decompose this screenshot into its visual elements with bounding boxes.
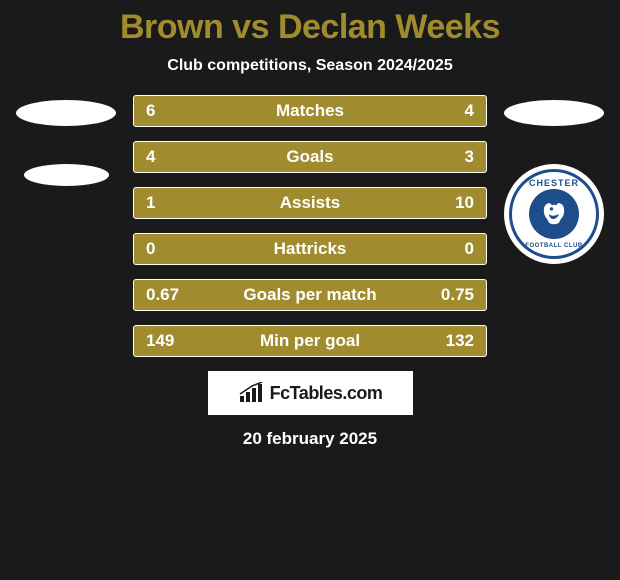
footer-date: 20 february 2025: [0, 429, 620, 449]
stat-label: Min per goal: [206, 331, 414, 351]
chart-icon: [238, 382, 266, 404]
stat-right-value: 132: [414, 331, 474, 351]
right-club-badge: CHESTER FOOTBALL CLUB: [504, 164, 604, 264]
branding-text: FcTables.com: [270, 383, 383, 404]
stat-right-value: 4: [414, 101, 474, 121]
stat-label: Goals: [206, 147, 414, 167]
stat-right-value: 3: [414, 147, 474, 167]
club-badge-inner: CHESTER FOOTBALL CLUB: [509, 169, 599, 259]
page-subtitle: Club competitions, Season 2024/2025: [0, 57, 620, 75]
stat-left-value: 0: [146, 239, 206, 259]
stat-right-value: 10: [414, 193, 474, 213]
left-player-photo-placeholder: [16, 100, 116, 126]
left-club-logo-placeholder: [24, 164, 109, 186]
stat-left-value: 149: [146, 331, 206, 351]
right-player-photo-placeholder: [504, 100, 604, 126]
club-name-bottom: FOOTBALL CLUB: [525, 243, 582, 249]
stat-label: Assists: [206, 193, 414, 213]
branding-box: FcTables.com: [208, 371, 413, 415]
stat-label: Hattricks: [206, 239, 414, 259]
stat-row-hattricks: 0 Hattricks 0: [133, 233, 487, 265]
club-emblem-circle: [529, 189, 579, 239]
stat-left-value: 1: [146, 193, 206, 213]
stat-label: Goals per match: [206, 285, 414, 305]
page-title: Brown vs Declan Weeks: [0, 8, 620, 47]
stat-row-goals: 4 Goals 3: [133, 141, 487, 173]
stat-left-value: 4: [146, 147, 206, 167]
stat-left-value: 6: [146, 101, 206, 121]
stat-right-value: 0: [414, 239, 474, 259]
stat-row-min-per-goal: 149 Min per goal 132: [133, 325, 487, 357]
stat-row-goals-per-match: 0.67 Goals per match 0.75: [133, 279, 487, 311]
stat-row-matches: 6 Matches 4: [133, 95, 487, 127]
stat-row-assists: 1 Assists 10: [133, 187, 487, 219]
stats-column: 6 Matches 4 4 Goals 3 1 Assists 10 0 Hat…: [133, 95, 487, 357]
stat-left-value: 0.67: [146, 285, 206, 305]
right-player-column: CHESTER FOOTBALL CLUB: [499, 95, 609, 264]
club-name-top: CHESTER: [529, 178, 579, 188]
left-player-column: [11, 95, 121, 186]
stat-right-value: 0.75: [414, 285, 474, 305]
stat-label: Matches: [206, 101, 414, 121]
lion-icon: [537, 197, 571, 231]
stats-wrapper: 6 Matches 4 4 Goals 3 1 Assists 10 0 Hat…: [0, 95, 620, 357]
